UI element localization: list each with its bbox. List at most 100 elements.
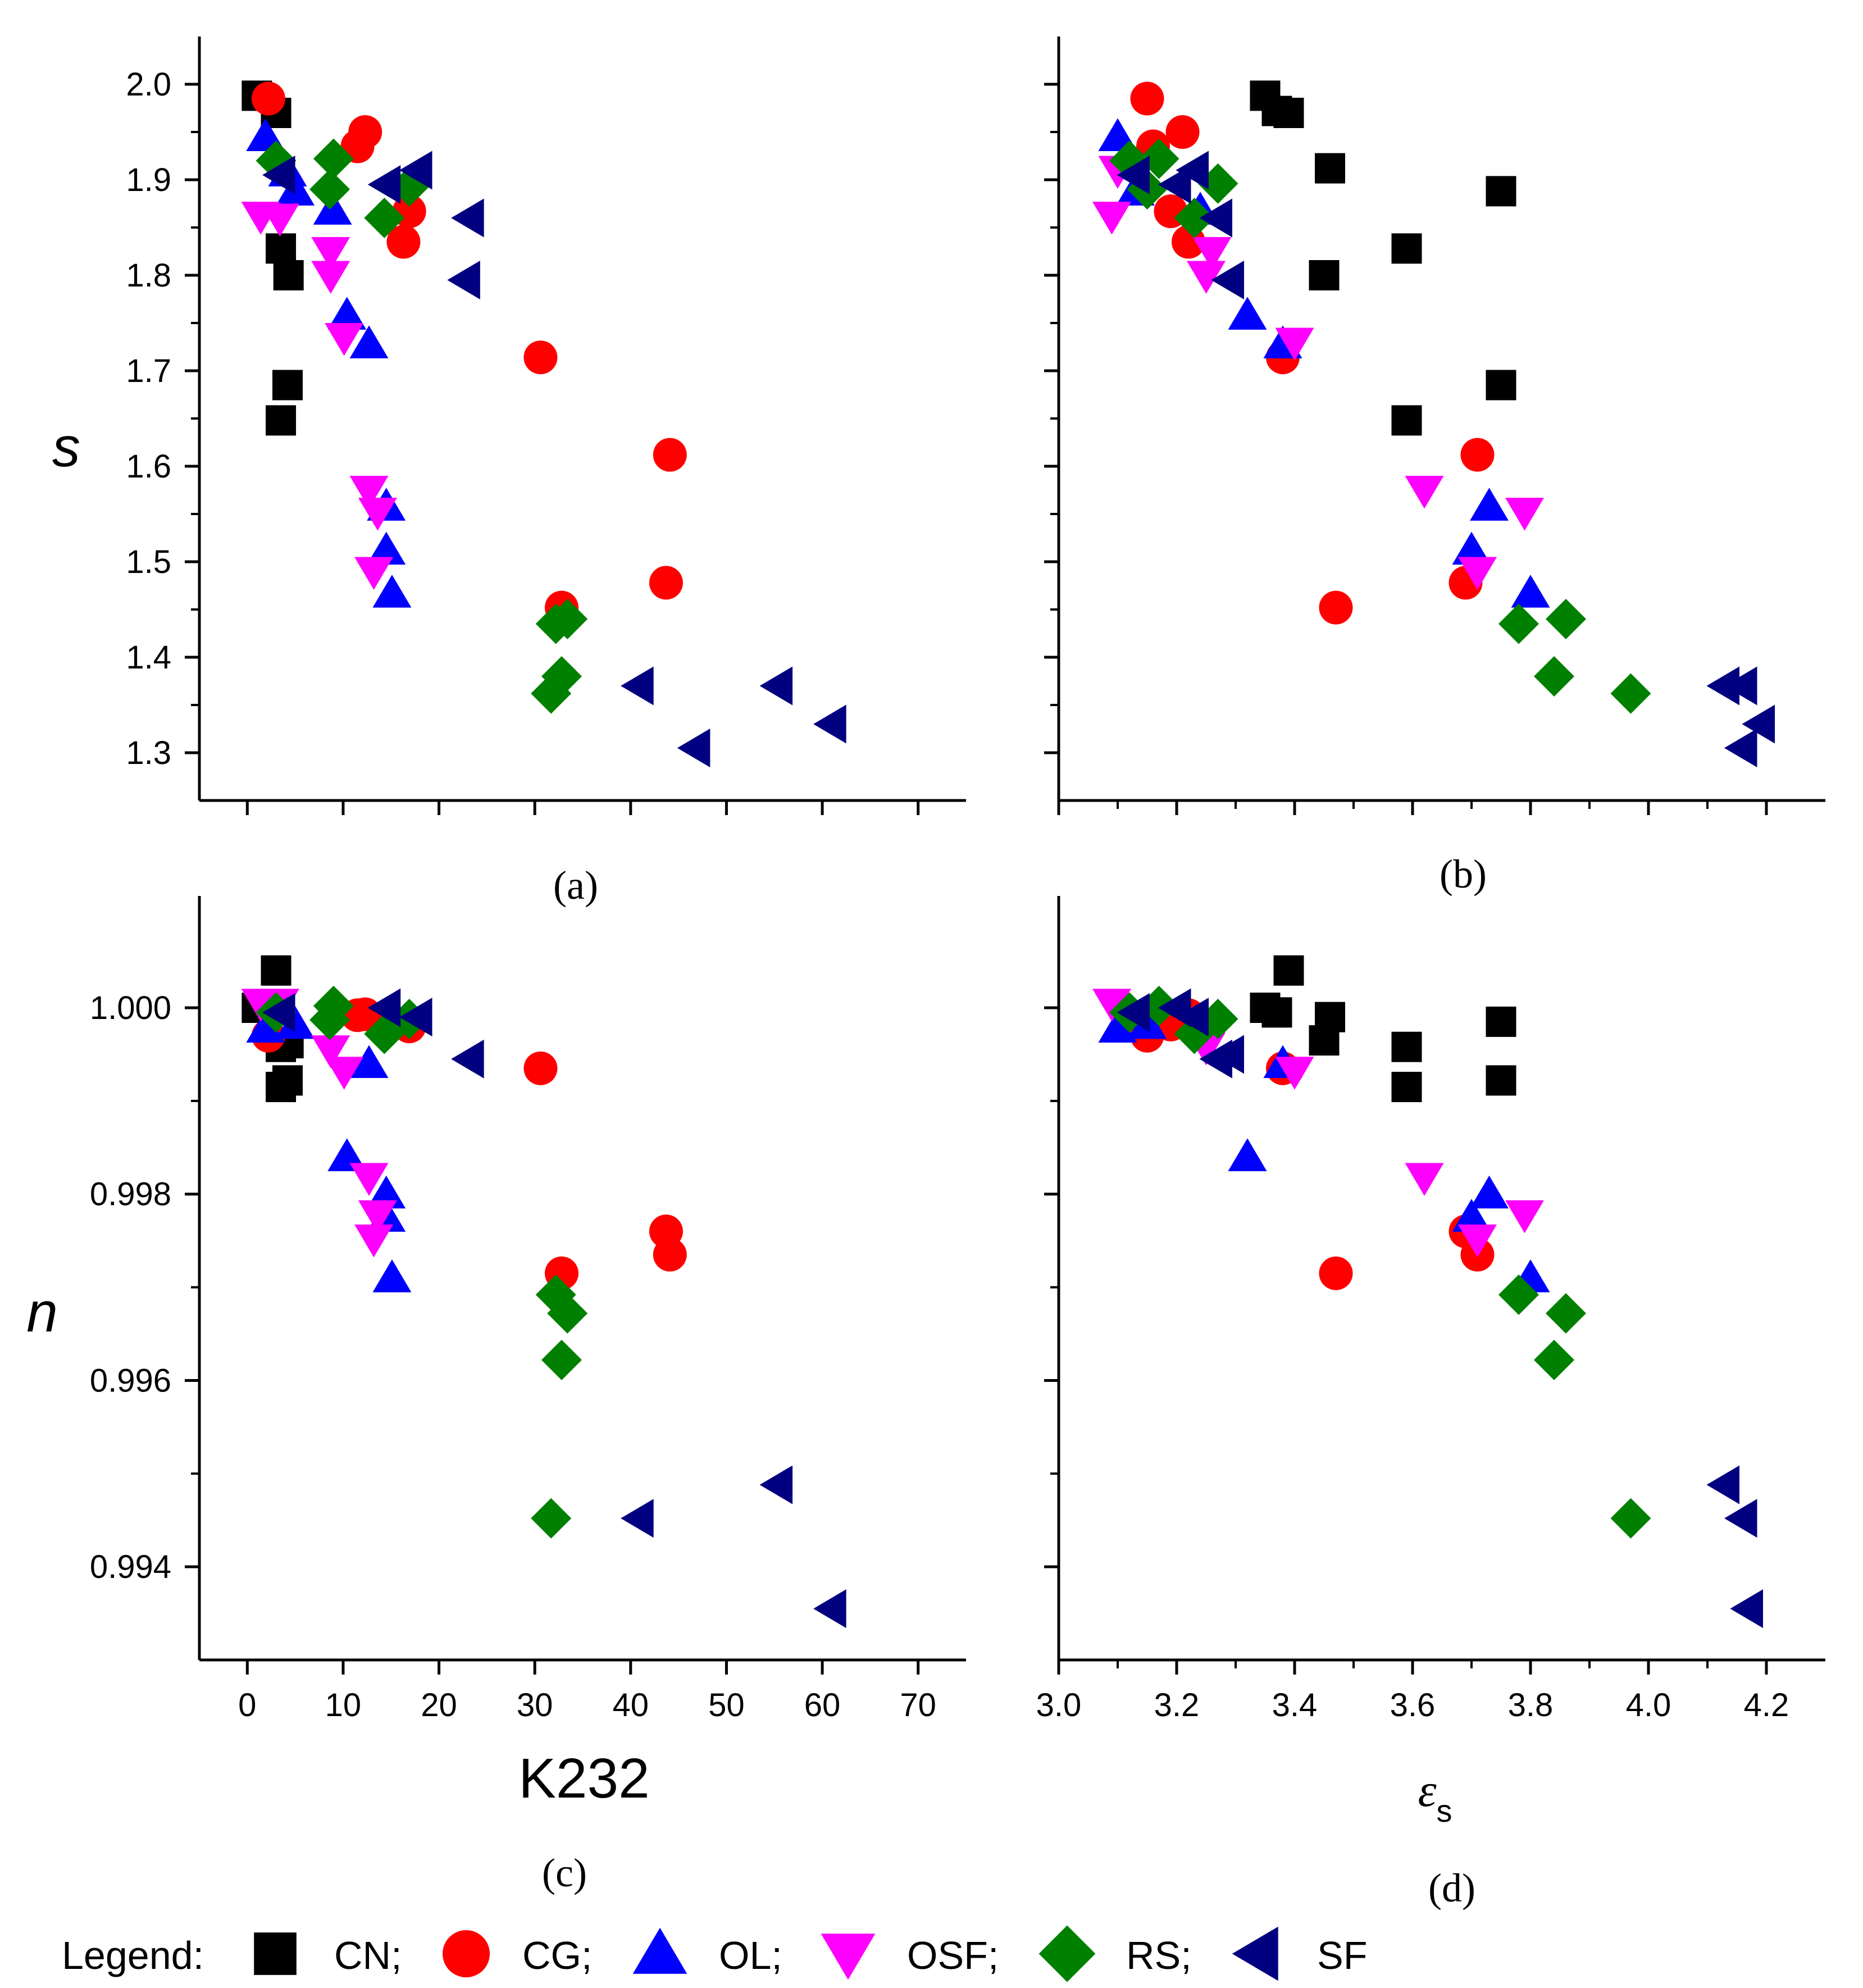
data-point-sf (447, 261, 480, 299)
x-tick-label: 60 (804, 1687, 841, 1723)
series-cn (1250, 80, 1516, 436)
data-point-cg (1460, 438, 1495, 472)
data-point-sf (1706, 1465, 1739, 1504)
legend-item-cn: CN; (254, 1932, 402, 1977)
data-point-cn (272, 370, 303, 401)
legend: Legend: CN; CG; OL; OSF; RS; SF (62, 1925, 1367, 1982)
data-point-sf (1211, 1035, 1244, 1074)
y-tick-label: 0.994 (90, 1549, 171, 1585)
legend-label-sf: SF (1317, 1934, 1367, 1977)
data-point-rs (1534, 1339, 1574, 1380)
data-point-sf (367, 988, 401, 1027)
data-point-osf (1275, 327, 1314, 361)
data-point-cn (1261, 997, 1292, 1028)
data-point-cg (653, 438, 687, 472)
data-point-ol (1452, 531, 1491, 565)
data-point-osf (354, 557, 394, 590)
data-point-ol (1470, 1175, 1509, 1209)
data-point-cg (1165, 115, 1200, 149)
x-tick-label: 4.2 (1744, 1687, 1789, 1723)
data-point-osf (311, 261, 350, 294)
data-point-sf (451, 198, 484, 238)
data-point-ol (372, 1259, 412, 1293)
data-point-osf (1275, 1057, 1314, 1090)
data-point-sf (1158, 165, 1191, 204)
data-point-ol (367, 531, 406, 565)
data-point-cn (1315, 153, 1345, 184)
x-tick-label: 3.4 (1272, 1687, 1318, 1723)
panel-label-a: (a) (553, 863, 598, 908)
legend-item-rs: RS; (1038, 1925, 1192, 1982)
data-point-cg (386, 225, 421, 259)
x-tick-label: 4.0 (1626, 1687, 1671, 1723)
x-tick-label: 40 (613, 1687, 649, 1723)
legend-label-rs: RS; (1126, 1934, 1192, 1977)
data-point-cn (266, 405, 297, 436)
panel-a: 1.3 1.4 1.5 1.6 1.7 1.8 1.9 2.0 (126, 37, 966, 815)
data-point-rs (547, 599, 588, 639)
legend-marker-ol (632, 1927, 687, 1974)
legend-marker-osf (821, 1934, 876, 1980)
data-point-cg (649, 566, 683, 600)
x-tick-label: 70 (900, 1687, 936, 1723)
data-point-sf (1117, 156, 1150, 194)
y-tick-label: 1.8 (126, 257, 171, 294)
data-point-osf (1405, 476, 1444, 509)
x-tick-label: 3.0 (1036, 1687, 1082, 1723)
data-point-ol (327, 297, 367, 330)
data-point-rs (1546, 599, 1586, 639)
data-point-rs (1498, 1274, 1539, 1315)
data-point-osf (325, 323, 364, 356)
data-point-osf (1187, 261, 1226, 294)
data-point-cg (523, 1051, 558, 1085)
x-tick-label: 3.6 (1390, 1687, 1436, 1723)
series-rs (1109, 138, 1651, 714)
data-point-sf (1724, 729, 1757, 767)
data-point-sf (759, 666, 793, 706)
series-rs (256, 138, 588, 714)
data-point-osf (358, 1200, 397, 1234)
series-cg (251, 81, 687, 625)
x-tick-label: 3.8 (1508, 1687, 1554, 1723)
x-tick-label: 3.2 (1154, 1687, 1200, 1723)
data-point-osf (311, 237, 350, 270)
data-point-osf (1405, 1163, 1444, 1196)
data-point-osf (1458, 1224, 1497, 1258)
legend-item-ol: OL; (632, 1927, 782, 1977)
data-point-sf (451, 1039, 484, 1079)
data-point-sf (1724, 666, 1757, 706)
data-point-ol (1511, 575, 1550, 608)
legend-item-osf: OSF; (821, 1934, 999, 1980)
x-tick-label: 10 (325, 1687, 362, 1723)
data-point-sf (1117, 993, 1150, 1032)
legend-label-cn: CN; (334, 1934, 402, 1977)
y-tick-label: 2.0 (126, 66, 171, 103)
data-point-cn (1391, 1031, 1422, 1062)
data-point-osf (349, 476, 389, 509)
data-point-sf (262, 156, 295, 194)
y-tick-label: 1.7 (126, 353, 171, 389)
data-point-rs (364, 198, 405, 238)
data-point-cn (1273, 955, 1304, 986)
panel-b (1044, 37, 1825, 815)
data-point-rs (1498, 603, 1539, 644)
data-point-cg (523, 340, 558, 375)
y-tick-label: 1.3 (126, 735, 171, 771)
series-cn (1250, 955, 1516, 1102)
data-point-osf (260, 203, 299, 236)
data-point-osf (325, 1057, 364, 1090)
data-point-cg (1319, 1256, 1353, 1290)
data-point-cn (1309, 1025, 1340, 1056)
legend-label-osf: OSF; (907, 1934, 999, 1977)
data-point-cn (1391, 1072, 1422, 1102)
series-osf (1092, 989, 1544, 1258)
data-point-cn (272, 1065, 303, 1096)
y-axis-title-s: s (52, 416, 80, 479)
data-point-osf (354, 1224, 394, 1258)
data-point-rs (309, 169, 350, 210)
data-point-rs (1534, 656, 1574, 697)
data-point-cn (261, 955, 291, 986)
panel-c: 0 10 20 30 40 50 60 70 0.994 0.996 0.998 1.000 (90, 896, 966, 1723)
data-point-sf (367, 165, 401, 204)
y-tick-label: 1.9 (126, 162, 171, 198)
